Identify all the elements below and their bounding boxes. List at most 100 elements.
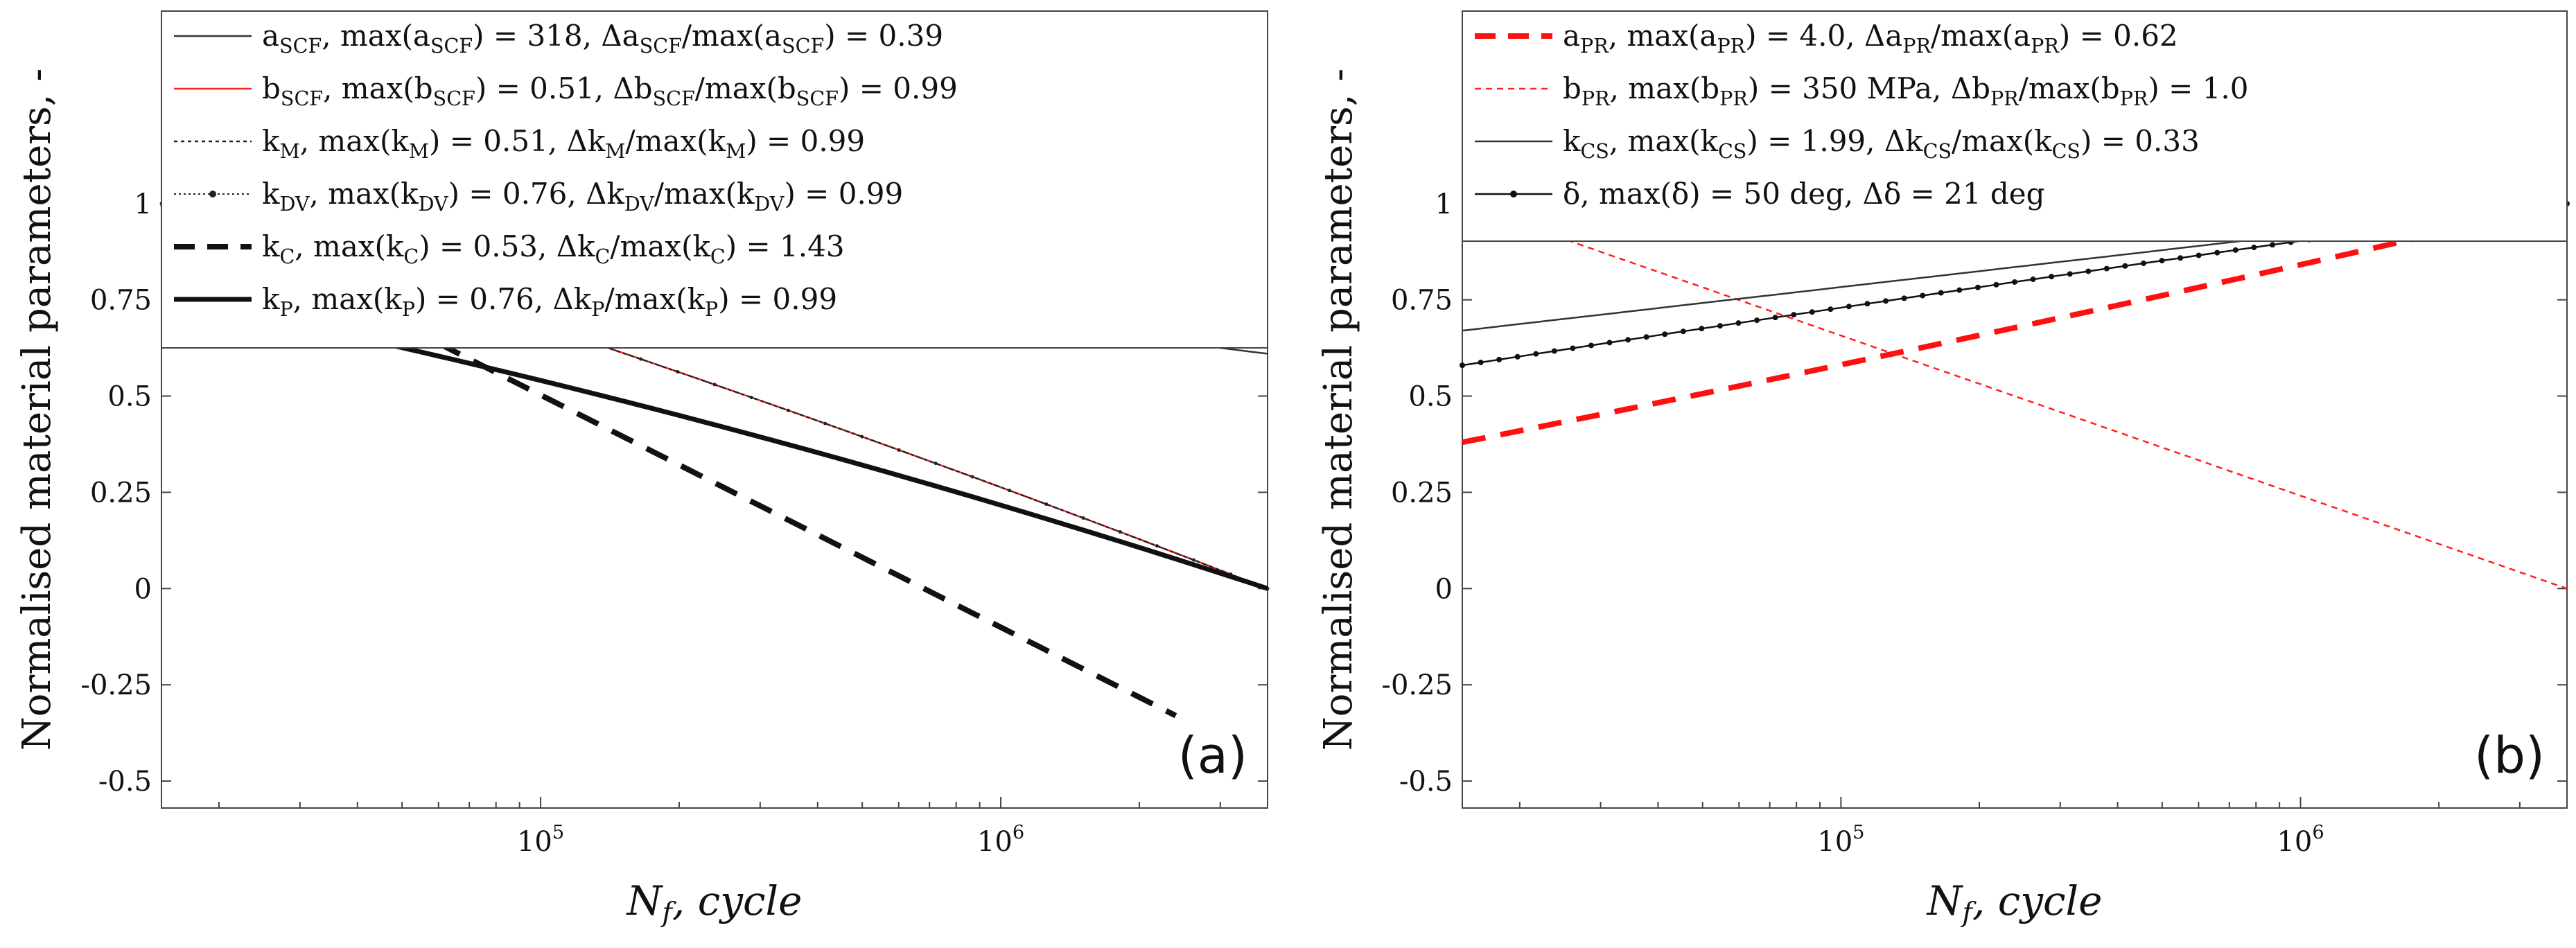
b-x-tick-label-0: 105 <box>1817 822 1864 858</box>
b-series-a_PR <box>1462 200 2568 446</box>
a-legend-label-k_DV: kDV, max(kDV) = 0.76, ΔkDV/max(kDV) = 0.… <box>262 177 903 216</box>
b-line-a_PR <box>1462 200 2568 446</box>
panel-a-legend: aSCF, max(aSCF) = 318, ΔaSCF/max(aSCF) =… <box>161 10 1268 349</box>
b-marker-delta-31 <box>2030 276 2036 283</box>
a-marker-k_DV-46 <box>1008 489 1012 493</box>
b-marker-delta-14 <box>1717 323 1723 329</box>
panel-a-x-ticks: 105 106 <box>218 11 1221 858</box>
b-legend-marker-delta <box>1510 191 1517 198</box>
b-marker-delta-18 <box>1791 312 1797 318</box>
b-marker-delta-39 <box>2178 255 2184 261</box>
b-marker-delta-43 <box>2251 245 2257 251</box>
a-marker-k_DV-30 <box>712 383 717 387</box>
b-marker-delta-32 <box>2049 274 2055 280</box>
a-x-tick-label-1: 106 <box>977 822 1024 858</box>
b-marker-delta-33 <box>2067 271 2073 277</box>
b-marker-delta-25 <box>1920 292 1926 299</box>
a-marker-k_DV-32 <box>749 395 753 399</box>
panel-b-series <box>1460 200 2570 590</box>
a-legend-label-b_SCF: bSCF, max(bSCF) = 0.51, ΔbSCF/max(bSCF) … <box>262 71 958 110</box>
b-y-tick-label-3: 0.25 <box>1391 477 1453 509</box>
a-marker-k_DV-56 <box>1192 558 1196 562</box>
b-y-tick-label-0: 1 <box>1435 188 1453 220</box>
b-legend-label-k_CS: kCS, max(kCS) = 1.99, ΔkCS/max(kCS) = 0.… <box>1563 124 2200 163</box>
b-legend-label-delta: δ, max(δ) = 50 deg, Δδ = 21 deg <box>1563 177 2045 211</box>
b-legend-box <box>1462 10 2568 242</box>
panel-b: 1 0.75 0.5 0.25 0 -0.25 -0.5 105 106 aPR, max(a… <box>1316 10 2570 929</box>
b-marker-delta-13 <box>1699 326 1705 332</box>
b-marker-delta-7 <box>1588 342 1594 349</box>
b-marker-delta-22 <box>1864 301 1870 307</box>
b-marker-delta-23 <box>1883 298 1889 304</box>
b-marker-delta-27 <box>1956 287 1963 293</box>
b-y-tick-label-4: 0 <box>1435 573 1453 605</box>
b-series-b_PR <box>1462 202 2568 590</box>
panel-b-y-ticks: 1 0.75 0.5 0.25 0 -0.25 -0.5 <box>1381 188 2567 798</box>
a-marker-k_DV-26 <box>639 357 643 361</box>
b-legend-label-b_PR: bPR, max(bPR) = 350 MPa, ΔbPR/max(bPR) =… <box>1563 71 2248 110</box>
b-marker-delta-20 <box>1828 306 1834 313</box>
a-y-tick-label-1: 0.75 <box>90 285 152 317</box>
a-marker-k_DV-48 <box>1044 502 1049 507</box>
a-marker-k_DV-42 <box>934 462 938 466</box>
b-marker-delta-8 <box>1606 340 1613 346</box>
b-marker-delta-4 <box>1533 351 1539 357</box>
b-marker-delta-30 <box>2012 279 2017 285</box>
b-marker-delta-15 <box>1735 320 1742 326</box>
b-marker-delta-11 <box>1662 331 1668 337</box>
a-line-k_C <box>160 201 1177 719</box>
b-marker-delta-12 <box>1680 328 1686 335</box>
panel-b-legend: aPR, max(aPR) = 4.0, ΔaPR/max(aPR) = 0.6… <box>1462 10 2568 242</box>
b-marker-delta-3 <box>1514 353 1521 360</box>
a-marker-k_DV-38 <box>860 434 864 439</box>
b-y-tick-label-2: 0.5 <box>1408 381 1453 413</box>
b-marker-delta-34 <box>2085 268 2092 274</box>
b-marker-delta-37 <box>2140 260 2146 266</box>
a-marker-k_DV-54 <box>1155 544 1159 548</box>
b-y-tick-label-5: -0.25 <box>1381 669 1453 701</box>
b-marker-delta-19 <box>1809 309 1815 315</box>
a-y-tick-label-4: 0 <box>134 573 152 605</box>
b-marker-delta-16 <box>1754 317 1760 324</box>
a-marker-k_DV-50 <box>1081 516 1085 520</box>
a-marker-k_DV-40 <box>897 448 901 452</box>
panel-a: 1 0.75 0.5 0.25 0 -0.25 -0.5 105 106 aSCF, max(… <box>15 10 1270 929</box>
a-marker-k_DV-34 <box>786 408 790 412</box>
a-x-tick-label-0: 105 <box>517 822 564 858</box>
a-legend-marker-k_DV <box>209 191 216 198</box>
b-marker-delta-17 <box>1772 315 1778 321</box>
b-marker-delta-29 <box>1993 281 1999 288</box>
a-legend-label-a_SCF: aSCF, max(aSCF) = 318, ΔaSCF/max(aSCF) =… <box>262 19 943 58</box>
a-y-tick-label-5: -0.25 <box>80 669 152 701</box>
a-y-tick-label-0: 1 <box>134 188 152 220</box>
a-y-tick-label-2: 0.5 <box>107 381 152 413</box>
a-legend-box <box>161 10 1268 349</box>
panel-b-label: (b) <box>2474 726 2545 784</box>
b-line-b_PR <box>1462 202 2568 590</box>
panel-b-y-axis-label: Normalised material parameters, - <box>1316 69 1361 751</box>
a-legend-label-k_C: kC, max(kC) = 0.53, ΔkC/max(kC) = 1.43 <box>262 229 845 268</box>
b-marker-delta-21 <box>1846 304 1852 310</box>
a-marker-k_DV-44 <box>970 475 974 479</box>
b-marker-delta-24 <box>1901 295 1907 301</box>
a-marker-k_DV-52 <box>1118 530 1122 534</box>
b-y-tick-label-6: -0.5 <box>1399 766 1453 798</box>
panel-a-y-axis-label: Normalised material parameters, - <box>15 69 60 751</box>
a-marker-k_DV-36 <box>823 421 827 425</box>
b-marker-delta-41 <box>2214 249 2220 256</box>
b-marker-delta-36 <box>2122 263 2128 269</box>
a-marker-k_DV-28 <box>676 369 680 374</box>
a-y-tick-label-3: 0.25 <box>90 477 152 509</box>
b-y-tick-label-1: 0.75 <box>1391 285 1453 317</box>
b-legend-label-a_PR: aPR, max(aPR) = 4.0, ΔaPR/max(aPR) = 0.6… <box>1563 19 2178 58</box>
panel-a-x-axis-label: Nf, cycle <box>626 877 803 929</box>
b-marker-delta-9 <box>1625 337 1631 343</box>
a-y-tick-label-6: -0.5 <box>98 766 152 798</box>
b-marker-delta-6 <box>1570 345 1576 351</box>
b-marker-delta-44 <box>2269 242 2275 248</box>
b-marker-delta-35 <box>2103 265 2110 272</box>
a-legend-label-k_P: kP, max(kP) = 0.76, ΔkP/max(kP) = 0.99 <box>262 282 837 321</box>
b-marker-delta-1 <box>1478 359 1484 365</box>
b-marker-delta-0 <box>1460 362 1465 369</box>
